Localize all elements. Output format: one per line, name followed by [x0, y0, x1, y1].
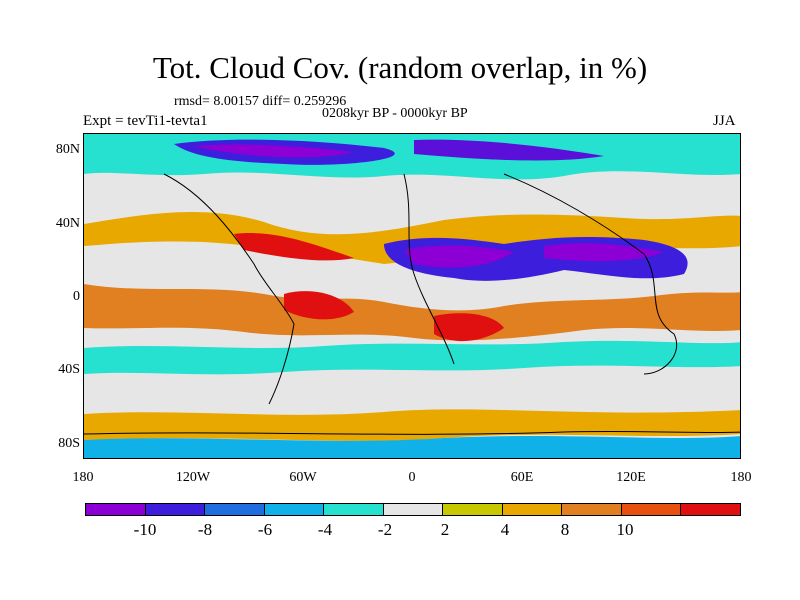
southern-negative-band	[84, 340, 740, 375]
coastline-americas	[163, 173, 295, 405]
map-title: Tot. Cloud Cov. (random overlap, in %)	[152, 50, 648, 85]
x-tick-60e: 60E	[510, 470, 534, 485]
y-tick-40s: 40S	[58, 362, 80, 377]
stats-label: rmsd= 8.00157 diff= 0.259296	[174, 94, 347, 109]
colorbar-label-10: 10	[616, 520, 634, 539]
mid-lat-positive-band	[84, 212, 740, 264]
y-tick-0: 0	[73, 289, 80, 304]
coastline-asia-australia	[503, 173, 678, 375]
season-label: JJA	[713, 113, 736, 129]
coastline-antarctica	[84, 430, 740, 435]
colorbar-swatch-0	[86, 504, 146, 515]
tropics-purple-core	[404, 245, 514, 268]
y-tick-40n: 40N	[55, 216, 80, 231]
south-america-strong-positive	[284, 291, 354, 320]
asia-purple	[544, 243, 664, 262]
colorbar-label-8: 8	[560, 520, 570, 539]
colorbar-label-4: 4	[500, 520, 510, 539]
colorbar-swatch-6	[443, 504, 503, 515]
arctic-purple-east	[414, 139, 604, 161]
colorbar-swatch-9	[621, 504, 682, 515]
colorbar-swatch-4	[324, 504, 384, 515]
y-tick-80n: 80N	[55, 142, 80, 157]
period-label: 0208kyr BP - 0000kyr BP	[322, 106, 468, 121]
colorbar-label-neg10: -10	[133, 520, 157, 539]
africa-strong-positive	[434, 313, 504, 342]
x-tick-180w: 180	[72, 470, 94, 485]
antarctic-negative-band	[84, 436, 740, 458]
colorbar-swatch-3	[264, 504, 325, 515]
mid-lat-strong-positive	[234, 233, 354, 261]
x-tick-120w: 120W	[175, 470, 211, 485]
x-tick-0: 0	[408, 470, 416, 485]
colorbar-swatch-7	[502, 504, 563, 515]
equatorial-positive-band	[84, 284, 740, 341]
x-tick-60w: 60W	[289, 470, 317, 485]
colorbar-label-neg4: -4	[317, 520, 333, 539]
colorbar-swatch-1	[145, 504, 206, 515]
colorbar-label-neg8: -8	[197, 520, 213, 539]
map-field	[84, 134, 740, 458]
colorbar-swatch-5	[383, 504, 444, 515]
arctic-purple	[194, 144, 354, 158]
colorbar-swatch-8	[562, 504, 622, 515]
cloud-cover-map	[83, 133, 741, 459]
x-tick-180e: 180	[730, 470, 752, 485]
colorbar	[85, 503, 741, 516]
colorbar-label-neg2: -2	[377, 520, 393, 539]
experiment-label: Expt = tevTi1-tevta1	[83, 113, 208, 129]
coastline-africa-europe	[403, 173, 455, 365]
x-tick-120e: 120E	[616, 470, 646, 485]
colorbar-label-neg6: -6	[257, 520, 273, 539]
colorbar-label-2: 2	[440, 520, 450, 539]
colorbar-swatch-10	[681, 504, 741, 515]
colorbar-swatch-2	[205, 504, 265, 515]
y-tick-80s: 80S	[58, 436, 80, 451]
